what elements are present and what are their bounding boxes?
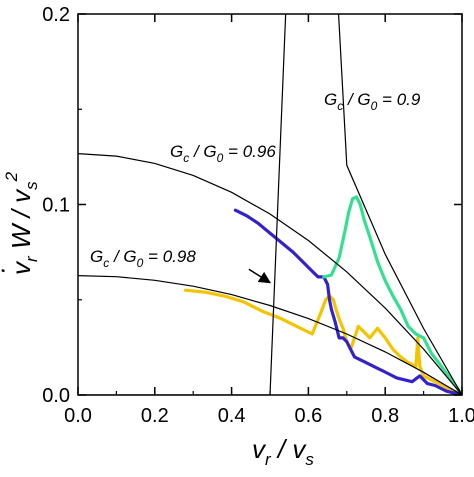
label-gc-g0-0-9: Gc / G0 = 0.9 bbox=[324, 90, 421, 113]
x-tick-label: 1.0 bbox=[448, 405, 474, 427]
x-tick-label: 0.6 bbox=[294, 405, 322, 427]
x-tick-label: 0.2 bbox=[141, 405, 169, 427]
x-axis-title: vr / vs bbox=[252, 434, 314, 469]
theory-curve-0 bbox=[78, 14, 462, 395]
series-line-2 bbox=[322, 195, 462, 395]
y-axis-title: vr W / vs2 · bbox=[0, 171, 41, 275]
axes: 0.0 0.2 0.4 0.6 0.8 1.0 0.0 0.1 0.2 bbox=[42, 4, 474, 427]
x-tick-label: 0.0 bbox=[64, 405, 92, 427]
y-tick-label: 0.2 bbox=[42, 4, 70, 26]
annotation-arrow-0 bbox=[248, 268, 272, 284]
theory-curve-1 bbox=[78, 153, 462, 395]
label-gc-g0-0-98: Gc / G0 = 0.98 bbox=[90, 247, 196, 270]
plot-frame bbox=[77, 13, 463, 396]
series-line-1 bbox=[233, 208, 462, 395]
y-axis-dot: · bbox=[0, 266, 16, 275]
x-tick-label: 0.4 bbox=[218, 405, 246, 427]
y-tick-label: 0.1 bbox=[42, 195, 70, 217]
label-gc-g0-0-96: Gc / G0 = 0.96 bbox=[170, 142, 276, 165]
svg-text:vr W / vs2: vr W / vs2 bbox=[2, 171, 41, 275]
plot-area bbox=[78, 14, 462, 395]
series-line-0 bbox=[183, 288, 462, 395]
theory-curve-2 bbox=[78, 275, 462, 395]
x-tick-label: 0.8 bbox=[371, 405, 399, 427]
y-tick-label: 0.0 bbox=[42, 385, 70, 407]
